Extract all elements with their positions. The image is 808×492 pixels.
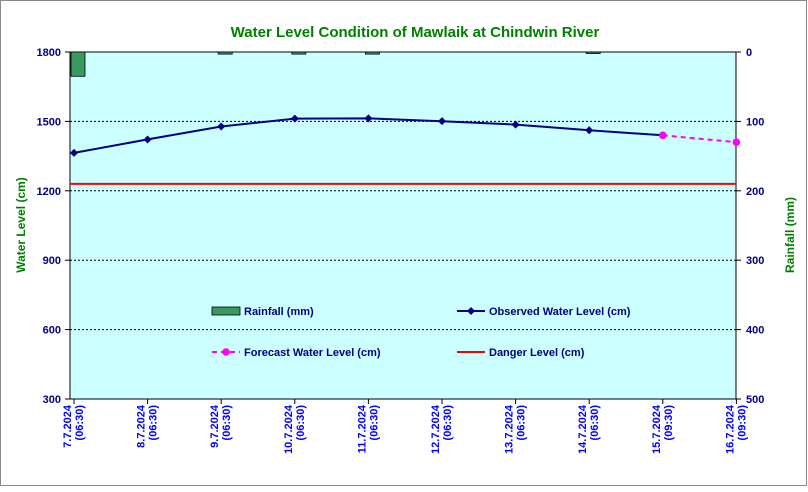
x-tick-time: (06:30) (368, 405, 380, 441)
forecast-level-line (662, 134, 737, 144)
y-tick-label-right: 0 (746, 47, 752, 59)
legend-swatch-rainfall (211, 306, 241, 316)
x-tick-label: 7.7.2024 (06:30) (62, 404, 86, 448)
observed-point (290, 114, 299, 123)
x-tick-label: 12.7.2024 (06:30) (430, 404, 454, 454)
y-tick-label-right: 500 (746, 394, 764, 406)
rainfall-bar (291, 51, 307, 55)
observed-point (143, 135, 152, 144)
x-tick-time: (06:30) (74, 405, 86, 441)
x-tick-label: 9.7.2024 (06:30) (209, 404, 233, 448)
x-tick-label: 11.7.2024 (06:30) (356, 404, 380, 453)
x-tick-date: 12.7.2024 (430, 404, 442, 454)
x-tick-label: 10.7.2024 (06:30) (283, 404, 307, 454)
gridlines (70, 51, 736, 331)
legend-marker-observed (467, 307, 475, 315)
x-tick-time: (06:30) (589, 405, 601, 441)
x-tick-date: 7.7.2024 (62, 404, 74, 448)
observed-point (511, 120, 520, 129)
x-tick-date: 16.7.2024 (724, 404, 736, 454)
forecast-point (659, 131, 667, 140)
series-lines (70, 114, 741, 185)
legend-label: Forecast Water Level (cm) (244, 347, 381, 359)
x-tick-label: 13.7.2024 (06:30) (504, 404, 528, 454)
x-tick-date: 11.7.2024 (356, 404, 368, 453)
y-tick-label-left: 1200 (37, 186, 61, 198)
x-tick-time: (06:30) (221, 405, 233, 441)
x-tick-time: (06:30) (148, 405, 160, 441)
x-tick-date: 10.7.2024 (283, 404, 295, 454)
observed-point (364, 114, 373, 123)
y-tick-label-left: 1800 (37, 47, 61, 59)
rainfall-bar (585, 51, 601, 54)
y-tick-label-right: 300 (746, 255, 764, 267)
legend-label: Danger Level (cm) (489, 347, 585, 359)
y-tick-label-left: 900 (43, 255, 61, 267)
x-tick-label: 16.7.2024 (09:30) (724, 404, 748, 454)
y-tick-label-left: 600 (43, 325, 61, 337)
plot-area (69, 51, 737, 400)
x-tick-time: (06:30) (295, 405, 307, 441)
observed-point (585, 126, 594, 135)
x-tick-date: 9.7.2024 (209, 404, 221, 448)
y-tick-label-right: 400 (746, 325, 764, 337)
rainfall-bar (217, 51, 233, 55)
y-tick-label-left: 1500 (37, 116, 61, 128)
legend-marker-forecast (222, 348, 230, 356)
x-tick-date: 13.7.2024 (504, 404, 516, 454)
x-tick-time: (09:30) (663, 405, 675, 441)
rainfall-bar (70, 51, 86, 77)
x-tick-label: 8.7.2024 (06:30) (136, 404, 160, 448)
rainfall-bars (70, 51, 601, 77)
y-axis-label-left: Water Level (cm) (14, 177, 28, 273)
x-tick-label: 15.7.2024 (09:30) (651, 404, 675, 454)
legend: Rainfall (mm) Observed Water Level (cm) Fo… (211, 306, 631, 359)
rainfall-bar (364, 51, 380, 55)
chart-title: Water Level Condition of Mawlaik at Chin… (231, 24, 600, 41)
x-tick-time: (06:30) (516, 405, 528, 441)
x-tick-date: 8.7.2024 (136, 404, 148, 448)
y-tick-label-left: 300 (43, 394, 61, 406)
legend-label: Observed Water Level (cm) (489, 306, 631, 318)
x-tick-date: 15.7.2024 (651, 404, 663, 454)
x-tick-label: 14.7.2024 (06:30) (577, 404, 601, 454)
x-tick-time: (09:30) (736, 405, 748, 441)
y-tick-label-right: 200 (746, 186, 764, 198)
observed-point (438, 117, 446, 126)
y-axis-label-right: Rainfall (mm) (783, 197, 797, 273)
observed-point (70, 148, 78, 157)
x-tick-date: 14.7.2024 (577, 404, 589, 454)
legend-label: Rainfall (mm) (244, 306, 314, 318)
axes: 300 600 900 1200 1500 1800 0 100 200 300 400 500 7.7… (37, 47, 765, 454)
y-tick-label-right: 100 (746, 116, 764, 128)
observed-point (217, 122, 226, 131)
forecast-point (732, 138, 741, 147)
x-tick-time: (06:30) (442, 405, 454, 441)
